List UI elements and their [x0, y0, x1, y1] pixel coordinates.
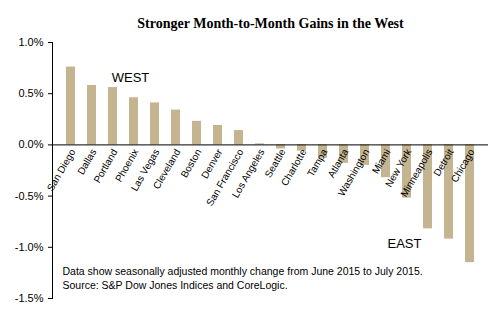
svg-text:WEST: WEST [112, 70, 150, 85]
svg-text:Data show seasonally adjusted: Data show seasonally adjusted monthly ch… [63, 265, 423, 277]
svg-text:Seattle: Seattle [262, 147, 288, 180]
svg-text:Charlotte: Charlotte [279, 147, 309, 188]
svg-text:Chicago: Chicago [449, 147, 477, 185]
svg-text:Minneapolis: Minneapolis [398, 147, 434, 199]
svg-text:Stronger Month-to-Month Gains: Stronger Month-to-Month Gains in the Wes… [137, 16, 404, 31]
svg-text:New York: New York [382, 147, 414, 190]
svg-text:Boston: Boston [178, 147, 204, 180]
svg-text:Phoenix: Phoenix [112, 147, 141, 184]
svg-text:-1.5%: -1.5% [15, 292, 44, 304]
svg-text:Detroit: Detroit [431, 147, 456, 178]
svg-text:0.5%: 0.5% [18, 87, 43, 99]
svg-text:San Diego: San Diego [45, 147, 78, 193]
svg-text:Tampa: Tampa [305, 147, 330, 179]
svg-text:Los Angeles: Los Angeles [230, 147, 267, 200]
svg-text:Portland: Portland [91, 147, 120, 185]
svg-text:Atlanta: Atlanta [325, 147, 351, 180]
svg-text:EAST: EAST [388, 236, 422, 251]
svg-text:-1.0%: -1.0% [15, 241, 44, 253]
svg-text:Dallas: Dallas [75, 147, 99, 177]
svg-text:-0.5%: -0.5% [15, 190, 44, 202]
svg-text:San Francisco: San Francisco [204, 147, 246, 208]
svg-text:Denver: Denver [198, 147, 225, 181]
svg-text:Cleveland: Cleveland [151, 147, 183, 191]
svg-text:Washington: Washington [336, 147, 372, 198]
svg-text:Las Vegas: Las Vegas [128, 147, 162, 193]
svg-text:Source: S&P Dow Jones Indices: Source: S&P Dow Jones Indices and CoreLo… [63, 279, 288, 291]
svg-text:0.0%: 0.0% [18, 138, 43, 150]
svg-text:1.0%: 1.0% [18, 36, 43, 48]
svg-text:Miami: Miami [369, 147, 393, 176]
